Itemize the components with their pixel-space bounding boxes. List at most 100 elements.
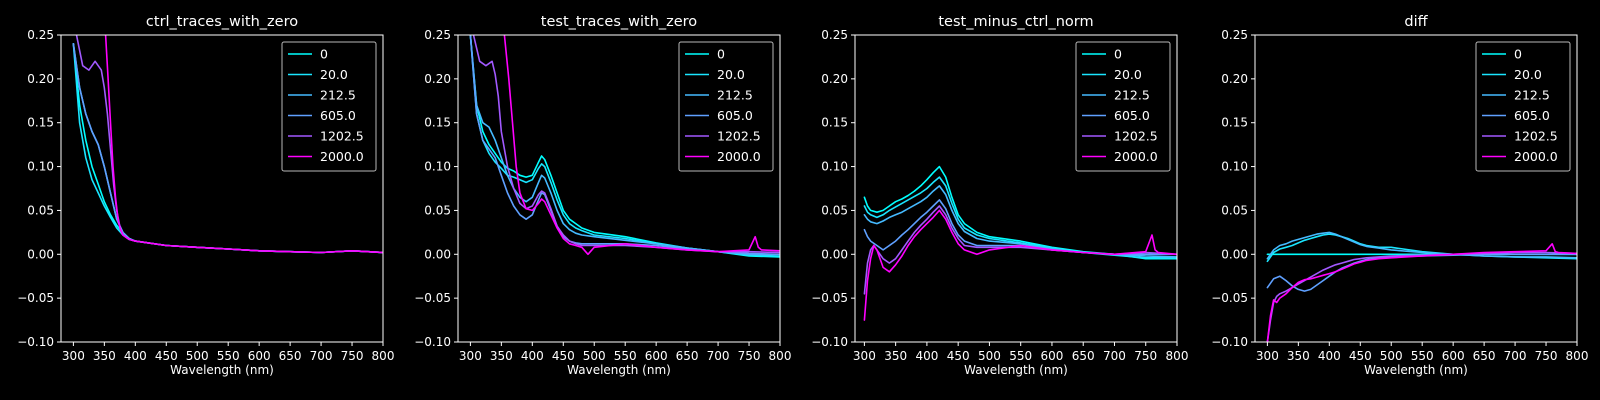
x-tick-label: 600 — [1040, 349, 1063, 363]
x-tick-label: 600 — [645, 349, 668, 363]
legend-label: 212.5 — [1114, 88, 1150, 103]
legend-label: 0 — [1514, 47, 1522, 62]
y-tick-label: 0.20 — [821, 72, 848, 86]
y-tick-label: 0.25 — [27, 28, 54, 42]
axes-frame — [854, 34, 1178, 343]
axes-frame — [457, 34, 781, 343]
x-axis-label: Wavelength (nm) — [170, 363, 274, 377]
y-tick-label: −0.05 — [17, 291, 54, 305]
x-tick-label: 450 — [1349, 349, 1372, 363]
y-tick-label: 0.20 — [424, 72, 451, 86]
x-tick-label: 550 — [1411, 349, 1434, 363]
legend-label: 20.0 — [1114, 67, 1142, 82]
y-tick-label: 0.05 — [1221, 203, 1248, 217]
legend: 0 20.0 212.5 605.0 1202.5 2000.0 — [678, 41, 774, 172]
x-tick-label: 550 — [614, 349, 637, 363]
y-tick-label: 0.00 — [821, 247, 848, 261]
x-tick-label: 750 — [1535, 349, 1558, 363]
x-axis-label: Wavelength (nm) — [1364, 363, 1468, 377]
x-tick-label: 650 — [676, 349, 699, 363]
x-tick-label: 600 — [248, 349, 271, 363]
y-tick-label: 0.10 — [424, 160, 451, 174]
legend: 0 20.0 212.5 605.0 1202.5 2000.0 — [1475, 41, 1571, 172]
x-tick-label: 500 — [186, 349, 209, 363]
legend-label: 0 — [1114, 47, 1122, 62]
x-tick-label: 550 — [1009, 349, 1032, 363]
panel-title: ctrl_traces_with_zero — [146, 14, 298, 30]
y-tick-label: −0.10 — [1211, 335, 1248, 349]
legend-label: 1202.5 — [717, 129, 761, 144]
x-axis-label: Wavelength (nm) — [964, 363, 1068, 377]
y-tick-label: 0.10 — [1221, 160, 1248, 174]
y-tick-label: 0.25 — [821, 28, 848, 42]
y-tick-label: 0.15 — [821, 116, 848, 130]
x-tick-label: 500 — [978, 349, 1001, 363]
series-line-5 — [104, 35, 383, 254]
x-tick-label: 350 — [93, 349, 116, 363]
x-tick-label: 450 — [155, 349, 178, 363]
x-tick-label: 700 — [1103, 349, 1126, 363]
x-tick-label: 450 — [947, 349, 970, 363]
x-tick-label: 400 — [915, 349, 938, 363]
series-line-4 — [472, 35, 780, 254]
series-group — [1266, 231, 1577, 342]
legend-label: 212.5 — [1514, 88, 1550, 103]
panel-title: test_minus_ctrl_norm — [938, 14, 1093, 30]
series-line-4 — [863, 205, 1177, 295]
x-tick-label: 400 — [124, 349, 147, 363]
y-tick-label: 0.00 — [27, 247, 54, 261]
chart-panel-2: 300 350 400 450 500 550 600 650 700 750 800 −0.10 −0… — [811, 14, 1188, 377]
legend-label: 2000.0 — [1114, 149, 1158, 164]
y-tick-label: 0.20 — [27, 72, 54, 86]
y-tick-label: −0.05 — [1211, 291, 1248, 305]
x-tick-label: 450 — [552, 349, 575, 363]
series-group — [863, 165, 1177, 321]
chart-panel-3: 300 350 400 450 500 550 600 650 700 750 800 −0.10 −0… — [1211, 14, 1588, 377]
x-tick-label: 350 — [884, 349, 907, 363]
x-tick-label: 650 — [1473, 349, 1496, 363]
x-tick-label: 650 — [279, 349, 302, 363]
legend-label: 212.5 — [320, 88, 356, 103]
x-tick-label: 350 — [1287, 349, 1310, 363]
x-tick-label: 300 — [62, 349, 85, 363]
legend-label: 2000.0 — [717, 149, 761, 164]
legend-label: 2000.0 — [1514, 149, 1558, 164]
legend-label: 20.0 — [717, 67, 745, 82]
y-tick-label: 0.15 — [1221, 116, 1248, 130]
legend-label: 1202.5 — [320, 129, 364, 144]
series-line-0 — [863, 165, 1177, 260]
legend-label: 605.0 — [1114, 108, 1150, 123]
x-tick-label: 750 — [341, 349, 364, 363]
legend-label: 1202.5 — [1514, 129, 1558, 144]
series-line-3 — [1266, 253, 1577, 292]
y-tick-label: −0.05 — [414, 291, 451, 305]
series-line-1 — [863, 176, 1177, 259]
y-tick-label: −0.10 — [17, 335, 54, 349]
axes-frame — [60, 34, 384, 343]
y-tick-label: 0.25 — [424, 28, 451, 42]
y-tick-label: −0.05 — [811, 291, 848, 305]
x-tick-label: 750 — [738, 349, 761, 363]
y-tick-label: 0.05 — [27, 203, 54, 217]
legend-label: 605.0 — [1514, 108, 1550, 123]
x-tick-label: 700 — [707, 349, 730, 363]
series-line-5 — [863, 209, 1177, 321]
chart-panel-0: 300 350 400 450 500 550 600 650 700 750 800 −0.10 −0… — [17, 14, 394, 377]
legend-label: 0 — [320, 47, 328, 62]
x-tick-label: 600 — [1442, 349, 1465, 363]
x-tick-label: 750 — [1134, 349, 1157, 363]
x-tick-label: 700 — [310, 349, 333, 363]
x-tick-label: 300 — [853, 349, 876, 363]
legend: 0 20.0 212.5 605.0 1202.5 2000.0 — [1075, 41, 1171, 172]
y-tick-label: 0.25 — [1221, 28, 1248, 42]
series-line-4 — [1266, 251, 1577, 342]
x-tick-label: 800 — [1566, 349, 1589, 363]
y-tick-label: −0.10 — [811, 335, 848, 349]
legend-label: 605.0 — [717, 108, 753, 123]
y-tick-label: 0.20 — [1221, 72, 1248, 86]
legend-label: 212.5 — [717, 88, 753, 103]
panel-title: diff — [1404, 14, 1428, 30]
series-group — [469, 35, 780, 258]
x-tick-label: 500 — [583, 349, 606, 363]
panel-title: test_traces_with_zero — [541, 14, 698, 30]
